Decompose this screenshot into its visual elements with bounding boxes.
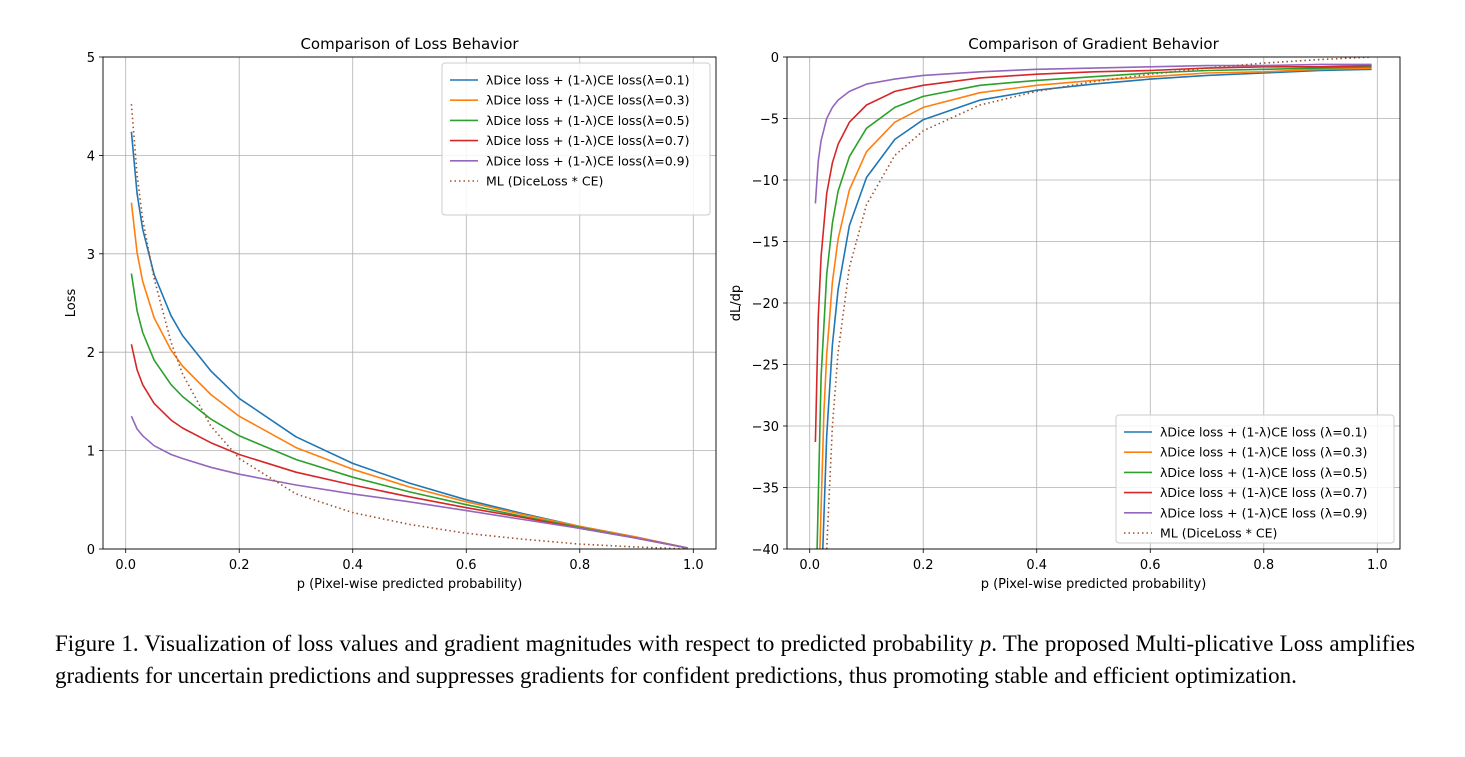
legend-label: λDice loss + (1-λ)CE loss(λ=0.3) xyxy=(486,93,689,108)
series-line-4 xyxy=(130,344,688,549)
x-tick-label: 0.2 xyxy=(913,558,934,573)
x-tick-label: 1.0 xyxy=(1367,558,1388,573)
chart-2: 0.0 0.2 0.4 0.6 0.8 1.0 0 −5 −10 −15 −20 −25 −30 −35 −… xyxy=(729,35,1401,592)
legend-label: λDice loss + (1-λ)CE loss(λ=0.1) xyxy=(486,73,689,88)
y-tick-label: 2 xyxy=(87,346,95,361)
y-tick-label: −35 xyxy=(752,482,779,497)
y-tick-label: −5 xyxy=(760,113,779,128)
figure-svg: 0.0 0.2 0.4 0.6 0.8 1.0 0 1 2 3 4 5 Comparison of Lo… xyxy=(64,35,1401,592)
x-tick-label: 0.6 xyxy=(1140,558,1161,573)
series-line-4 xyxy=(814,64,1372,443)
axes-frame xyxy=(102,56,717,550)
chart-title: Comparison of Gradient Behavior xyxy=(968,35,1219,53)
caption-text-end: . The proposed Multi-plicative Loss ampl… xyxy=(55,631,1415,688)
legend-label: λDice loss + (1-λ)CE loss (λ=0.5) xyxy=(1160,465,1367,480)
y-tick-label: −30 xyxy=(752,420,779,435)
x-axis-label: p (Pixel-wise predicted probability) xyxy=(981,577,1207,592)
caption-text-start: Figure 1. Visualization of loss values a… xyxy=(55,631,980,656)
y-axis-label: dL/dp xyxy=(729,285,744,321)
series-line-6 xyxy=(825,57,1372,549)
x-tick-label: 0.0 xyxy=(799,558,820,573)
series-line-5 xyxy=(130,415,688,549)
y-tick-label: −25 xyxy=(752,359,779,374)
legend: λDice loss + (1-λ)CE loss(λ=0.1) λDice lo… xyxy=(441,62,711,216)
x-axis-label: p (Pixel-wise predicted probability) xyxy=(297,577,523,592)
legend-label: λDice loss + (1-λ)CE loss (λ=0.7) xyxy=(1160,485,1367,500)
series-line-3 xyxy=(130,273,688,549)
x-tick-label: 0.8 xyxy=(1253,558,1274,573)
chart-title: Comparison of Loss Behavior xyxy=(300,35,519,53)
legend-label: ML (DiceLoss * CE) xyxy=(486,174,603,189)
caption-variable: p xyxy=(979,631,992,656)
series-line-5 xyxy=(814,63,1372,204)
legend-label: λDice loss + (1-λ)CE loss(λ=0.9) xyxy=(486,153,689,168)
y-tick-label: 3 xyxy=(87,248,95,263)
y-axis-label: Loss xyxy=(64,289,79,318)
y-tick-label: −15 xyxy=(752,236,779,251)
y-tick-label: 0 xyxy=(87,543,95,558)
figure: 0.0 0.2 0.4 0.6 0.8 1.0 0 1 2 3 4 5 Comparison of Lo… xyxy=(64,35,1401,592)
x-tick-label: 0.2 xyxy=(229,558,250,573)
y-tick-label: 1 xyxy=(87,445,95,460)
legend-label: λDice loss + (1-λ)CE loss(λ=0.5) xyxy=(486,113,689,128)
x-tick-label: 0.8 xyxy=(569,558,590,573)
y-tick-label: −10 xyxy=(752,174,779,189)
x-tick-label: 0.4 xyxy=(342,558,363,573)
legend-box xyxy=(1115,414,1395,544)
legend-label: λDice loss + (1-λ)CE loss (λ=0.9) xyxy=(1160,505,1367,520)
legend: λDice loss + (1-λ)CE loss (λ=0.1) λDice l… xyxy=(1115,414,1395,544)
series-line-1 xyxy=(822,68,1372,549)
legend-label: ML (DiceLoss * CE) xyxy=(1160,526,1277,541)
y-tick-label: 4 xyxy=(87,149,95,164)
x-tick-label: 1.0 xyxy=(683,558,704,573)
figure-caption: Figure 1. Visualization of loss values a… xyxy=(55,628,1415,692)
x-tick-label: 0.6 xyxy=(456,558,477,573)
y-tick-label: −40 xyxy=(752,543,779,558)
y-tick-label: 5 xyxy=(87,51,95,66)
legend-label: λDice loss + (1-λ)CE loss (λ=0.3) xyxy=(1160,445,1367,460)
axes-frame xyxy=(786,56,1401,550)
series-line-3 xyxy=(816,66,1372,549)
legend-box xyxy=(441,62,711,216)
x-tick-label: 0.4 xyxy=(1026,558,1047,573)
legend-label: λDice loss + (1-λ)CE loss(λ=0.7) xyxy=(486,133,689,148)
x-tick-label: 0.0 xyxy=(115,558,136,573)
series-line-2 xyxy=(819,67,1372,549)
legend-label: λDice loss + (1-λ)CE loss (λ=0.1) xyxy=(1160,425,1367,440)
y-tick-label: −20 xyxy=(752,297,779,312)
chart-1: 0.0 0.2 0.4 0.6 0.8 1.0 0 1 2 3 4 5 Comparison of Lo… xyxy=(64,35,717,592)
series-line-2 xyxy=(130,202,688,549)
y-tick-label: 0 xyxy=(771,51,779,66)
